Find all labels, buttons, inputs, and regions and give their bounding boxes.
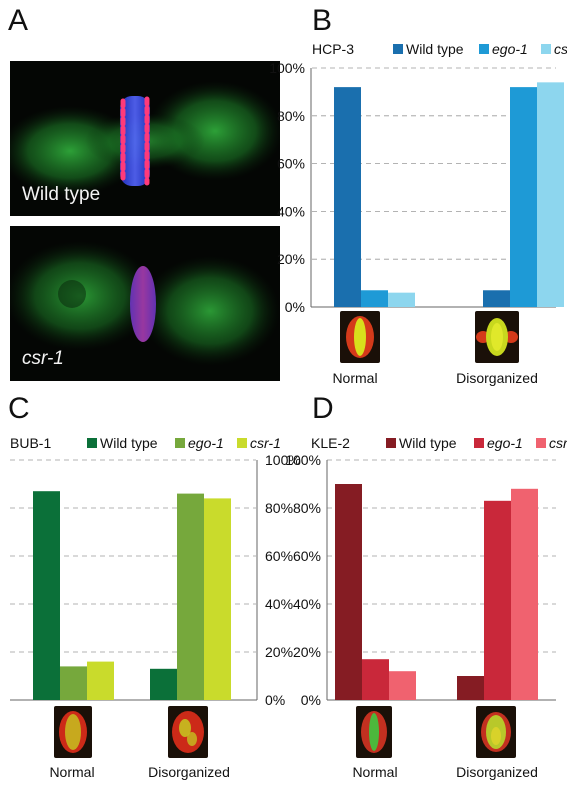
thumbnail-kle2-normal [356, 706, 392, 758]
legend-label: ego-1 [487, 435, 523, 451]
bar-csr-1-disorganized [511, 488, 538, 700]
bar-ego-1-normal [361, 290, 388, 307]
legend-swatch [237, 438, 247, 448]
y-tick-label: 80% [277, 108, 305, 124]
bar-wild-type-normal [33, 491, 60, 700]
micrograph-wild-type: Wild type [10, 61, 280, 216]
legend-swatch [386, 438, 396, 448]
bar-wild-type-normal [334, 87, 361, 308]
bar-ego-1-disorganized [484, 500, 511, 700]
bar-wild-type-disorganized [150, 668, 177, 700]
category-label: Normal [332, 370, 377, 386]
chart-c: 0% 20% 40% 60% 80% 100% Normal Disorganized BUB-… [10, 435, 301, 780]
y-tick-label: 40% [265, 596, 293, 612]
chart-title: KLE-2 [311, 435, 350, 451]
legend-label: Wild type [399, 435, 457, 451]
legend-label: Wild type [406, 41, 464, 57]
category-label: Disorganized [148, 764, 230, 780]
legend-swatch [87, 438, 97, 448]
micrograph-csr-1-image [10, 226, 280, 381]
chart-title: BUB-1 [10, 435, 51, 451]
bar-csr-1-normal [388, 292, 415, 307]
panel-letter-a: A [8, 4, 29, 37]
legend-swatch [536, 438, 546, 448]
bar-ego-1-normal [60, 666, 87, 700]
y-tick-label: 100% [285, 452, 321, 468]
bar-wild-type-disorganized [483, 290, 510, 307]
legend-label: csr-1 [549, 435, 567, 451]
thumbnail-kle2-disorganized [476, 706, 516, 758]
y-tick-label: 60% [265, 548, 293, 564]
y-tick-label: 80% [265, 500, 293, 516]
bar-ego-1-disorganized [177, 493, 204, 700]
chart-d: 0% 20% 40% 60% 80% 100% Normal Disorganized KLE-… [285, 435, 567, 780]
bar-csr-1-disorganized [537, 82, 564, 307]
thumbnail-hcp3-normal [340, 311, 380, 363]
y-tick-label: 60% [277, 156, 305, 172]
panel-letter-c: C [8, 392, 30, 425]
micrograph-label-wild-type: Wild type [22, 184, 101, 205]
y-tick-label: 100% [265, 452, 301, 468]
y-tick-label: 20% [277, 251, 305, 267]
legend-swatch [393, 44, 403, 54]
y-tick-label: 40% [293, 596, 321, 612]
chart-title: HCP-3 [312, 41, 354, 57]
micrograph-csr-1: csr-1 [10, 226, 280, 381]
y-tick-label: 0% [285, 299, 305, 315]
panel-letter-d: D [312, 392, 334, 425]
category-label: Normal [49, 764, 94, 780]
legend-label: ego-1 [492, 41, 528, 57]
category-label: Disorganized [456, 764, 538, 780]
legend-swatch [175, 438, 185, 448]
bar-wild-type-disorganized [457, 676, 484, 700]
thumbnail-hcp3-disorganized [475, 311, 519, 363]
y-tick-label: 100% [269, 60, 305, 76]
y-tick-label: 40% [277, 203, 305, 219]
bar-wild-type-normal [335, 484, 362, 700]
category-label: Disorganized [456, 370, 538, 386]
thumbnail-bub1-disorganized [168, 706, 208, 758]
legend-swatch [479, 44, 489, 54]
micrograph-wild-type-image [10, 61, 280, 216]
chart-b: 0% 20% 40% 60% 80% 100% Normal Disorganized HCP-… [269, 41, 567, 386]
y-tick-label: 0% [265, 692, 285, 708]
legend-label: csr-1 [250, 435, 281, 451]
micrograph-label-csr-1: csr-1 [22, 348, 64, 369]
legend-swatch [541, 44, 551, 54]
legend-label: Wild type [100, 435, 158, 451]
y-tick-label: 80% [293, 500, 321, 516]
y-tick-label: 0% [301, 692, 321, 708]
panel-letter-b: B [312, 4, 333, 37]
thumbnail-bub1-normal [54, 706, 92, 758]
legend-label: csr-1 [554, 41, 567, 57]
category-label: Normal [352, 764, 397, 780]
y-tick-label: 20% [293, 644, 321, 660]
y-tick-label: 60% [293, 548, 321, 564]
legend-swatch [474, 438, 484, 448]
bar-csr-1-normal [389, 671, 416, 700]
bar-ego-1-disorganized [510, 87, 537, 308]
bar-csr-1-normal [87, 661, 114, 700]
legend-label: ego-1 [188, 435, 224, 451]
y-tick-label: 20% [265, 644, 293, 660]
bar-ego-1-normal [362, 659, 389, 700]
bar-csr-1-disorganized [204, 498, 231, 700]
